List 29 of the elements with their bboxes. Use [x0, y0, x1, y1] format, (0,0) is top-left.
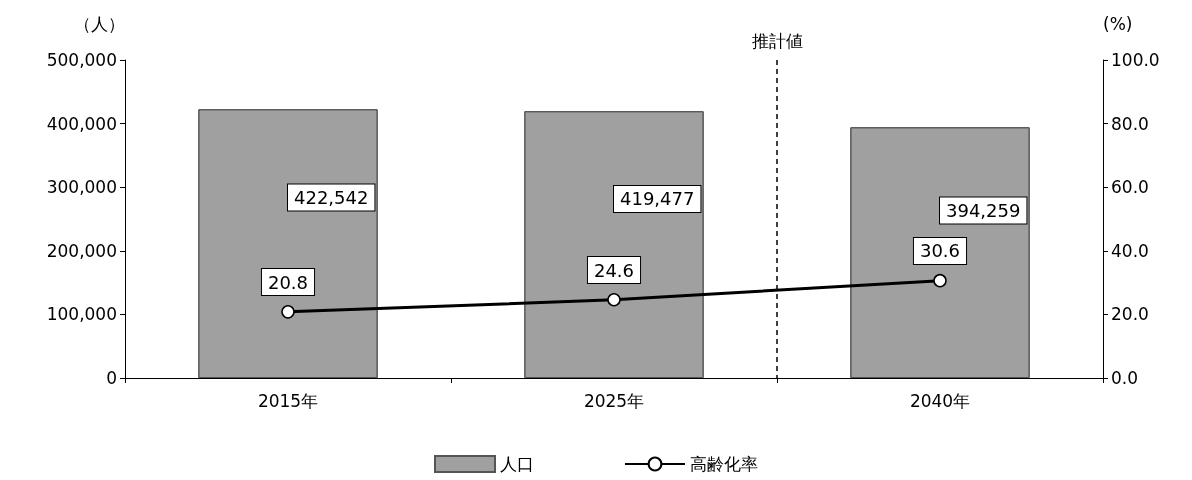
data-label: 24.6: [593, 259, 635, 281]
y-axis-title: （人）: [74, 13, 125, 34]
point: [281, 305, 295, 319]
y-tick-label: 400,000: [46, 113, 117, 134]
point: [607, 293, 621, 307]
y2-axis-title: (%): [1103, 13, 1133, 34]
y-tick-label: 500,000: [46, 50, 117, 70]
y-tick-label: 100,000: [46, 304, 117, 325]
data-label: 30.6: [919, 240, 961, 262]
data-label: 422,542: [294, 187, 369, 209]
legend-label: 高齢化率: [690, 454, 758, 474]
y-tick-label: 300,000: [46, 177, 117, 198]
y2-tick-label: 60.0: [1111, 177, 1149, 198]
y-tick-label: 0: [106, 368, 117, 388]
x-tick-label: 2040年: [909, 390, 971, 411]
y2-tick-label: 40.0: [1111, 240, 1149, 261]
x-tick-label: 2025年: [583, 390, 645, 411]
y2-tick-label: 80.0: [1111, 113, 1149, 134]
x-tick-label: 2015年: [257, 390, 319, 411]
point: [933, 273, 947, 288]
y-tick-label: 200,000: [46, 240, 117, 261]
data-label: 394,259: [946, 199, 1021, 221]
text: 推計値: [751, 30, 803, 51]
legend-label: 人口: [500, 454, 534, 474]
y2-tick-label: 20.0: [1111, 304, 1149, 325]
data-label: 20.8: [267, 271, 309, 293]
y2-tick-label: 100.0: [1111, 50, 1160, 70]
y2-tick-label: 0.0: [1111, 368, 1139, 388]
data-label: 419,477: [620, 188, 695, 210]
